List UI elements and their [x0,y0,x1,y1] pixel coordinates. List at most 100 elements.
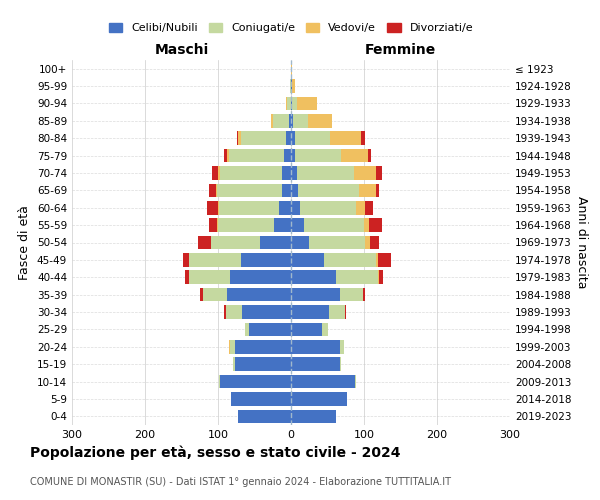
Bar [291,96,292,110]
Bar [295,132,329,145]
Bar [291,375,355,388]
Bar [359,184,376,197]
Bar [230,270,291,284]
Bar [309,236,365,250]
Bar [211,236,260,250]
Bar [291,184,298,197]
Bar [363,288,365,302]
Bar [329,305,345,319]
Bar [355,375,356,388]
Bar [293,114,308,128]
Bar [287,96,291,110]
Bar [209,218,217,232]
Bar [379,270,383,284]
Bar [345,305,346,319]
Bar [291,305,329,319]
Bar [291,218,304,232]
Y-axis label: Anni di nascita: Anni di nascita [575,196,588,289]
Bar [292,96,297,110]
Bar [292,80,295,93]
Bar [219,375,220,388]
Bar [235,340,291,353]
Bar [274,218,291,232]
Bar [291,80,292,93]
Bar [227,149,229,162]
Bar [291,358,340,371]
Bar [198,236,211,250]
Bar [298,184,359,197]
Legend: Celibi/Nubili, Coniugati/e, Vedovi/e, Divorziati/e: Celibi/Nubili, Coniugati/e, Vedovi/e, Di… [104,18,478,38]
Bar [340,288,363,302]
Bar [369,218,382,232]
Bar [291,149,295,162]
Bar [183,253,189,266]
Bar [290,80,291,93]
Bar [341,149,368,162]
Bar [361,132,365,145]
Bar [231,392,291,406]
Bar [219,201,278,214]
Bar [212,166,218,180]
Bar [365,201,373,214]
Bar [291,201,300,214]
Text: Femmine: Femmine [365,44,436,58]
Bar [224,149,227,162]
Bar [237,132,238,145]
Bar [241,132,286,145]
Bar [273,114,289,128]
Bar [281,184,291,197]
Bar [286,96,287,110]
Bar [291,253,324,266]
Bar [286,132,291,145]
Bar [226,305,242,319]
Bar [241,253,291,266]
Bar [297,96,317,110]
Bar [356,201,365,214]
Bar [189,253,241,266]
Bar [229,149,284,162]
Bar [295,149,341,162]
Bar [217,218,218,232]
Text: COMUNE DI MONASTIR (SU) - Dati ISTAT 1° gennaio 2024 - Elaborazione TUTTITALIA.I: COMUNE DI MONASTIR (SU) - Dati ISTAT 1° … [30,477,451,487]
Bar [368,149,371,162]
Bar [336,270,378,284]
Bar [227,288,291,302]
Bar [220,375,291,388]
Bar [271,114,273,128]
Bar [250,322,291,336]
Bar [238,132,241,145]
Bar [340,358,341,371]
Bar [207,201,218,214]
Bar [189,270,230,284]
Bar [365,236,370,250]
Bar [203,288,227,302]
Bar [242,305,291,319]
Bar [209,184,216,197]
Bar [218,201,219,214]
Bar [291,392,347,406]
Bar [218,166,220,180]
Y-axis label: Fasce di età: Fasce di età [19,205,31,280]
Bar [329,132,361,145]
Bar [238,410,291,423]
Bar [291,322,322,336]
Text: Popolazione per età, sesso e stato civile - 2024: Popolazione per età, sesso e stato civil… [30,446,401,460]
Bar [216,184,217,197]
Bar [322,322,328,336]
Bar [185,270,189,284]
Bar [354,166,376,180]
Bar [297,166,354,180]
Bar [378,270,379,284]
Bar [291,288,340,302]
Bar [245,322,250,336]
Bar [289,114,291,128]
Bar [200,288,203,302]
Bar [224,305,226,319]
Bar [284,149,291,162]
Bar [291,236,309,250]
Bar [291,132,295,145]
Bar [217,184,281,197]
Bar [378,253,391,266]
Bar [340,340,344,353]
Bar [291,410,336,423]
